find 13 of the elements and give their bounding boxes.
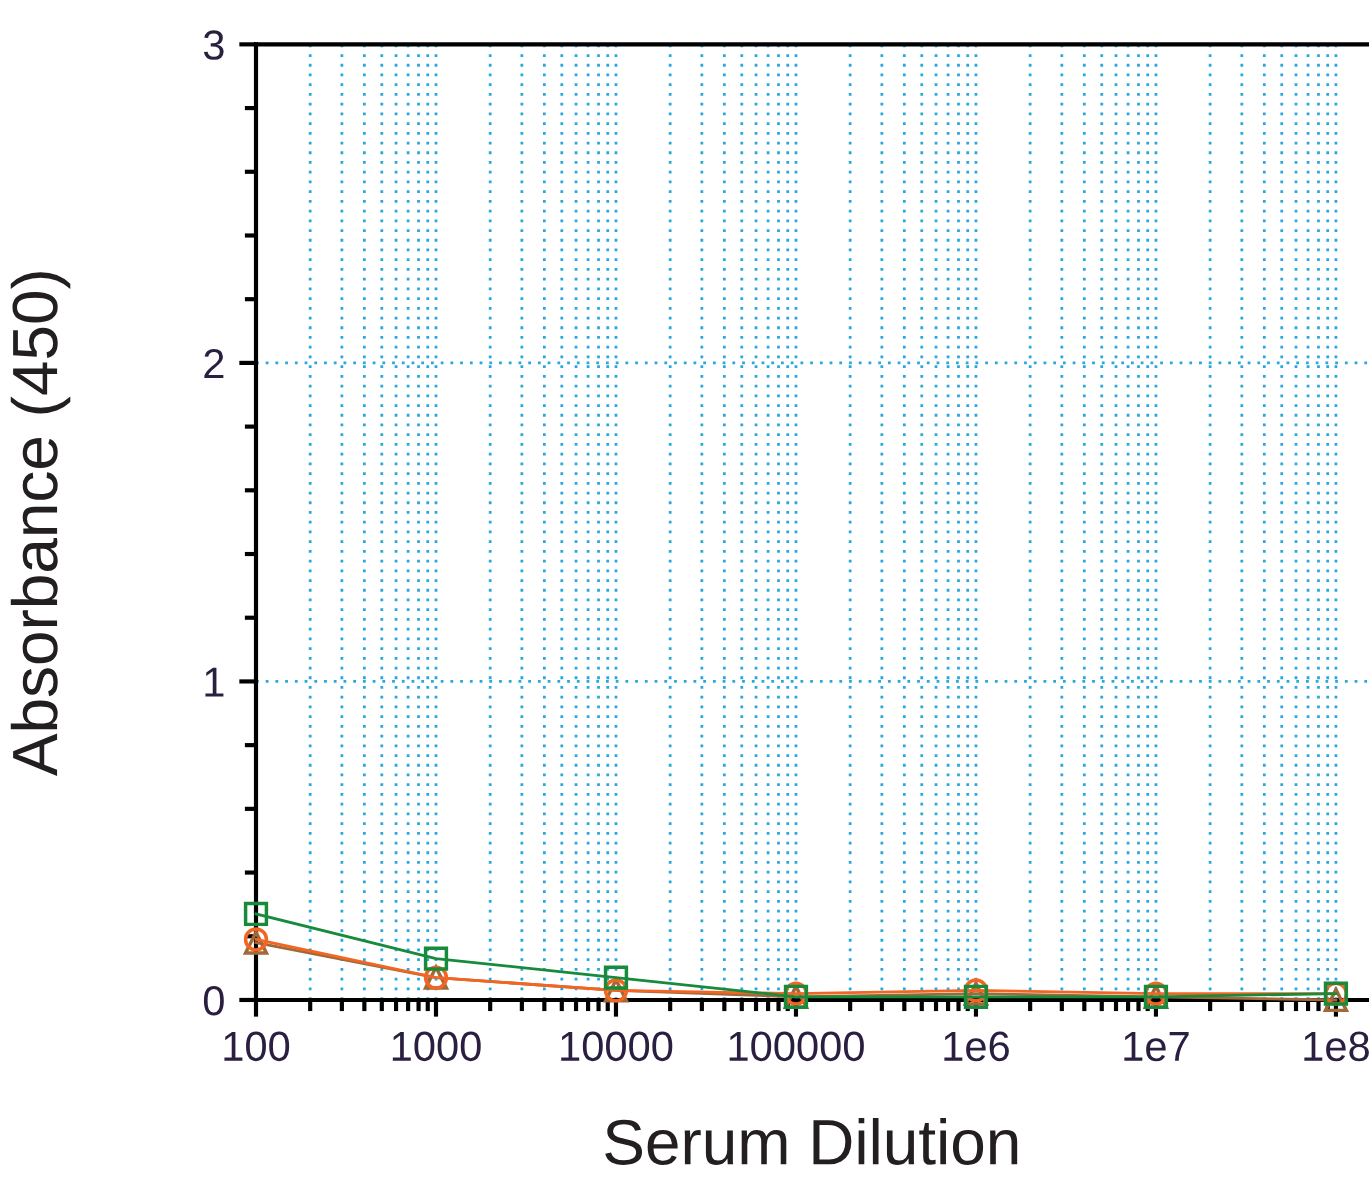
x-axis-title: Serum Dilution [605,1117,1018,1165]
x-tick-label: 100 [224,1031,290,1062]
y-tick-label: 3 [203,30,224,60]
x-tick-label: 1000 [392,1031,481,1062]
x-tick-label: 1e6 [944,1031,1009,1062]
x-tick-label: 1e8 [1304,1031,1369,1062]
y-tick-label: 1 [205,667,224,697]
y-tick-label: 2 [204,348,224,378]
y-tick-label: 0 [203,985,224,1016]
x-tick-label: 1e7 [1124,1032,1189,1062]
y-axis-title: Absorbance (450) [10,272,71,776]
x-tick-label: 100000 [729,1031,864,1062]
x-tick-label: 10000 [561,1031,673,1062]
